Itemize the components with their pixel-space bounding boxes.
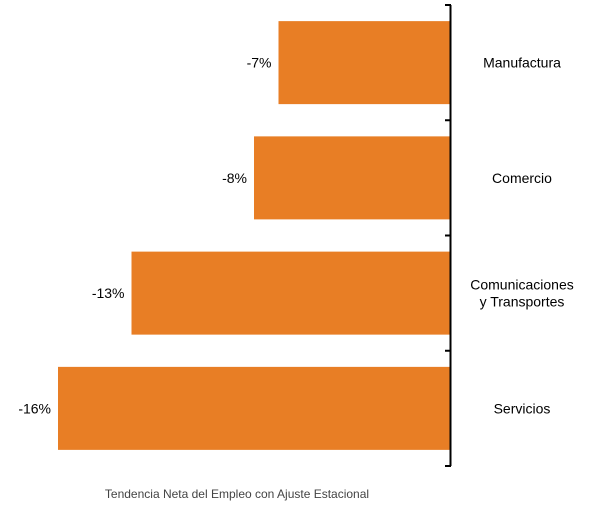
category-labels-group: Manufactura Comercio Comunicaciones y Trans… (470, 55, 574, 417)
category-label-2: Comunicaciones y Transportes (470, 277, 574, 310)
bar-3 (58, 366, 450, 450)
x-axis-title: Tendencia Neta del Empleo con Ajuste Est… (105, 487, 369, 501)
category-label-line: Comunicaciones (470, 277, 574, 293)
bar-0 (278, 21, 450, 105)
value-label-0: -7% (247, 55, 272, 71)
category-axis (445, 4, 452, 467)
category-label-line: Servicios (494, 400, 551, 416)
category-label-0: Manufactura (483, 55, 561, 71)
value-label-1: -8% (222, 170, 247, 186)
category-label-line: Comercio (492, 170, 552, 186)
category-label-line: Manufactura (483, 55, 561, 71)
bar-2 (131, 251, 450, 335)
value-label-2: -13% (92, 285, 125, 301)
category-label-1: Comercio (492, 170, 552, 186)
category-label-line: y Transportes (480, 294, 565, 310)
category-label-3: Servicios (494, 400, 551, 416)
value-labels-group: -7% -8% -13% -16% (18, 55, 271, 417)
bar-1 (254, 136, 450, 220)
bars-group (58, 21, 450, 450)
value-label-3: -16% (18, 400, 51, 416)
